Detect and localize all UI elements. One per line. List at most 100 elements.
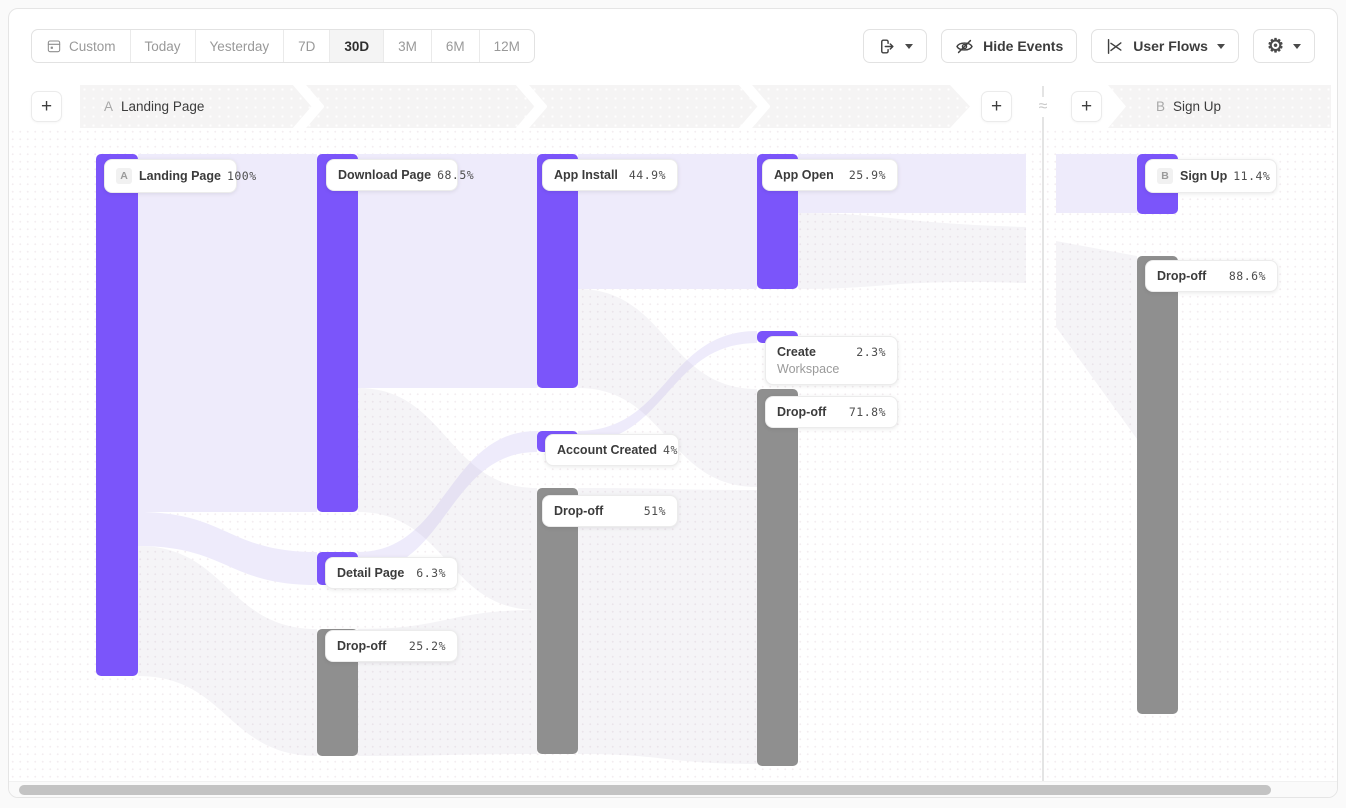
caret-down-icon [1216,43,1225,49]
link-in-signup[interactable] [1056,154,1137,213]
flow-b-badge: B [1157,168,1173,184]
settings-button[interactable]: ⚙ [1252,29,1315,63]
time-range-custom[interactable]: Custom [32,30,131,62]
step-a-letter: A [104,99,114,114]
step-path-b[interactable]: B Sign Up [1108,85,1331,128]
node-pct: 44.9% [628,168,666,182]
node-bar-app-install[interactable] [537,154,578,388]
node-label: A Landing Page [116,168,221,184]
step-b-label: Sign Up [1173,99,1222,114]
horizontal-scrollbar[interactable] [9,781,1337,797]
node-card-dropoff-step4[interactable]: Drop-off 71.8% [765,396,898,428]
node-bar-dropoff-step5[interactable] [1137,256,1178,714]
add-step-button-start[interactable]: + [31,91,62,122]
node-card-dropoff-step3[interactable]: Drop-off 51% [542,495,678,527]
link-download-dropoff [358,388,537,610]
node-card-dropoff-step5[interactable]: Drop-off 88.6% [1145,260,1278,292]
node-pct: 51% [643,504,666,518]
add-step-button-a-end[interactable]: + [981,91,1012,122]
node-pct: 100% [226,169,257,183]
step-separator-chevron [736,85,770,128]
node-label: Create [777,345,816,359]
node-pct: 68.5% [437,168,475,182]
user-flows-panel: Custom Today Yesterday 7D 30D 3M 6M 12M … [8,8,1338,798]
node-label: B Sign Up [1157,168,1227,184]
link-appopen-dropoff [798,213,1026,289]
caret-down-icon [905,43,914,49]
node-label: Detail Page [337,566,405,580]
calendar-icon [47,40,61,53]
node-card-create-workspace[interactable]: Create 2.3% Workspace [765,336,898,385]
node-bar-download-page[interactable] [317,154,358,512]
node-pct: 88.6% [1228,269,1266,283]
time-range-6m[interactable]: 6M [432,30,480,62]
node-label: Drop-off [777,405,827,419]
node-label: App Install [554,168,618,182]
node-pct: 25.9% [848,168,886,182]
step-path-a[interactable]: A Landing Page [80,85,970,128]
panel-divider [1042,86,1044,783]
node-card-account-created[interactable]: Account Created 4% [545,434,679,466]
gear-icon: ⚙ [1266,35,1284,57]
node-pct: 4% [663,443,678,457]
horizontal-scrollbar-thumb[interactable] [19,785,1271,795]
hide-events-label: Hide Events [983,38,1064,54]
link-download-appinstall[interactable] [358,154,537,388]
link-landing-download[interactable] [138,154,317,512]
link-landing-dropoff [138,546,317,756]
time-range-yesterday[interactable]: Yesterday [196,30,285,62]
time-range-3m[interactable]: 3M [384,30,432,62]
node-card-download-page[interactable]: Download Page 68.5% [326,159,474,191]
node-label: App Open [774,168,834,182]
time-range-12m[interactable]: 12M [493,38,520,54]
node-label: Download Page [338,168,432,182]
time-range-7d[interactable]: 7D [284,30,331,62]
export-button[interactable] [863,29,928,63]
node-pct: 25.2% [408,639,446,653]
node-bar-dropoff-step4[interactable] [757,389,798,766]
eye-off-icon [956,39,973,53]
approx-separator: ≈ [1031,97,1055,117]
chart-type-label: User Flows [1133,38,1208,54]
node-pct: 71.8% [848,405,886,419]
node-label: Drop-off [337,639,387,653]
caret-down-icon [1293,43,1301,49]
node-card-app-open[interactable]: App Open 25.9% [762,159,898,191]
link-dropoff-dropoff-3 [578,488,757,764]
link-landing-detail[interactable] [138,512,317,585]
time-range-30d-active[interactable]: 30D [330,30,385,62]
step-b-header: B Sign Up [1156,85,1221,128]
node-card-sign-up[interactable]: B Sign Up 11.4% [1145,159,1277,193]
hide-events-button[interactable]: Hide Events [941,29,1078,63]
time-range-today[interactable]: Today [131,30,196,62]
add-step-button-b-start[interactable]: + [1071,91,1102,122]
link-in-dropoff-b [1056,241,1137,439]
node-bar-landing-page[interactable] [96,154,138,676]
time-range-label: Custom [69,38,116,54]
flow-canvas [96,154,1178,766]
chart-type-button[interactable]: User Flows [1091,29,1239,63]
link-appinstall-dropoff [578,289,757,487]
step-separator-chevron [290,85,324,128]
step-separator-chevron [513,85,547,128]
flow-chart-icon [1108,38,1122,54]
date-range-group: Custom Today Yesterday 7D 30D 3M 6M 12M [31,29,535,63]
node-card-landing-page[interactable]: A Landing Page 100% [104,159,256,193]
link-account-createworkspace[interactable] [578,331,757,443]
node-card-app-install[interactable]: App Install 44.9% [542,159,678,191]
node-label: Drop-off [554,504,604,518]
node-card-detail-page[interactable]: Detail Page 6.3% [325,557,458,589]
node-pct: 2.3% [856,345,886,359]
node-card-dropoff-step2[interactable]: Drop-off 25.2% [325,630,458,662]
toolbar-actions: Hide Events User Flows ⚙ [863,29,1315,63]
step-a-header: A Landing Page [104,85,204,128]
node-label: Drop-off [1157,269,1207,283]
link-detail-account[interactable] [358,431,537,573]
node-label-line2: Workspace [777,362,840,376]
node-pct: 6.3% [416,566,446,580]
node-pct: 11.4% [1233,169,1271,183]
node-bar-dropoff-step3[interactable] [537,488,578,754]
export-icon [881,38,894,54]
step-b-letter: B [1156,99,1166,114]
flow-a-badge: A [116,168,132,184]
